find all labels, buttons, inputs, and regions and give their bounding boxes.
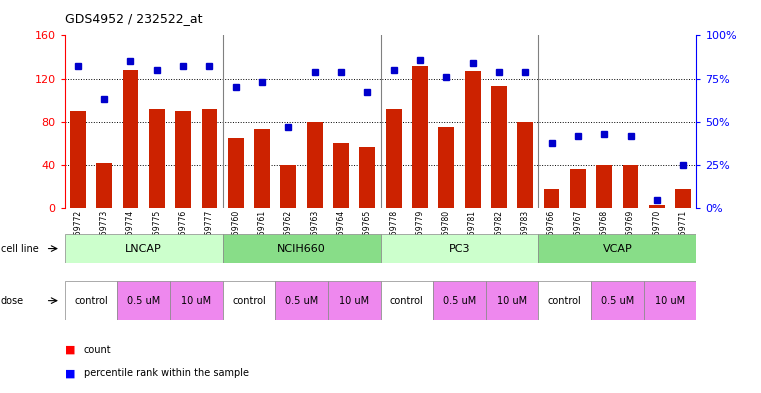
Bar [380, 281, 433, 320]
Bar [307, 122, 323, 208]
Bar [539, 234, 696, 263]
Text: VCAP: VCAP [603, 244, 632, 253]
Bar [328, 281, 380, 320]
Text: 10 uM: 10 uM [497, 296, 527, 306]
Bar [223, 234, 380, 263]
Bar [517, 122, 533, 208]
Bar [380, 234, 539, 263]
Bar [65, 281, 117, 320]
Text: ■: ■ [65, 368, 75, 378]
Text: ■: ■ [65, 345, 75, 355]
Bar [254, 129, 270, 208]
Bar [228, 138, 244, 208]
Bar [117, 281, 170, 320]
Text: 0.5 uM: 0.5 uM [600, 296, 634, 306]
Bar [539, 281, 591, 320]
Bar [597, 165, 612, 208]
Bar [96, 163, 112, 208]
Text: 0.5 uM: 0.5 uM [285, 296, 318, 306]
Bar [675, 189, 691, 208]
Text: control: control [232, 296, 266, 306]
Bar [281, 165, 296, 208]
Bar [570, 169, 586, 208]
Bar [465, 71, 480, 208]
Bar [223, 281, 275, 320]
Bar [175, 111, 191, 208]
Bar [275, 281, 328, 320]
Text: 10 uM: 10 uM [181, 296, 212, 306]
Bar [65, 234, 223, 263]
Text: control: control [390, 296, 424, 306]
Text: 0.5 uM: 0.5 uM [127, 296, 161, 306]
Text: GDS4952 / 232522_at: GDS4952 / 232522_at [65, 12, 202, 25]
Bar [433, 281, 486, 320]
Text: dose: dose [1, 296, 24, 306]
Bar [491, 86, 507, 208]
Bar [386, 109, 402, 208]
Text: LNCAP: LNCAP [126, 244, 162, 253]
Bar [70, 111, 86, 208]
Bar [170, 281, 223, 320]
Bar [644, 281, 696, 320]
Text: percentile rank within the sample: percentile rank within the sample [84, 368, 249, 378]
Text: PC3: PC3 [449, 244, 470, 253]
Text: control: control [548, 296, 581, 306]
Bar [622, 165, 638, 208]
Bar [591, 281, 644, 320]
Bar [359, 147, 375, 208]
Bar [333, 143, 349, 208]
Bar [543, 189, 559, 208]
Bar [649, 205, 665, 208]
Text: 0.5 uM: 0.5 uM [443, 296, 476, 306]
Text: count: count [84, 345, 111, 355]
Bar [412, 66, 428, 208]
Text: 10 uM: 10 uM [655, 296, 685, 306]
Text: cell line: cell line [1, 244, 39, 253]
Bar [149, 109, 164, 208]
Text: NCIH660: NCIH660 [277, 244, 326, 253]
Text: 10 uM: 10 uM [339, 296, 369, 306]
Bar [123, 70, 139, 208]
Bar [202, 109, 218, 208]
Text: control: control [74, 296, 108, 306]
Bar [438, 127, 454, 208]
Bar [486, 281, 539, 320]
